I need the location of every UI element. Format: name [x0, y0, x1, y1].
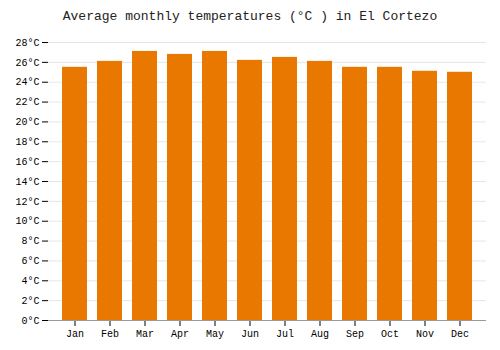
- svg-text:0°C: 0°C: [21, 316, 39, 327]
- svg-text:Apr: Apr: [171, 329, 189, 340]
- svg-text:16°C: 16°C: [15, 157, 39, 168]
- svg-text:10°C: 10°C: [15, 216, 39, 227]
- svg-text:4°C: 4°C: [21, 276, 39, 287]
- svg-text:Sep: Sep: [346, 329, 364, 340]
- svg-text:26°C: 26°C: [15, 58, 39, 69]
- svg-text:12°C: 12°C: [15, 197, 39, 208]
- svg-text:Jul: Jul: [276, 329, 294, 340]
- svg-text:18°C: 18°C: [15, 137, 39, 148]
- svg-text:22°C: 22°C: [15, 97, 39, 108]
- html-text:Average monthly temperatures (: Average monthly temperatures (°C ) in El…: [62, 9, 438, 24]
- svg-text:6°C: 6°C: [21, 256, 39, 267]
- svg-text:24°C: 24°C: [15, 77, 39, 88]
- svg-text:Jan: Jan: [66, 329, 84, 340]
- svg-text:28°C: 28°C: [15, 38, 39, 49]
- svg-text:Jun: Jun: [241, 329, 259, 340]
- svg-text:Nov: Nov: [416, 329, 434, 340]
- svg-text:8°C: 8°C: [21, 236, 39, 247]
- svg-text:Oct: Oct: [381, 329, 399, 340]
- svg-text:May: May: [206, 329, 224, 340]
- svg-text:Dec: Dec: [451, 329, 469, 340]
- svg-text:Feb: Feb: [101, 329, 119, 340]
- svg-text:14°C: 14°C: [15, 177, 39, 188]
- svg-text:Mar: Mar: [136, 329, 154, 340]
- svg-text:20°C: 20°C: [15, 117, 39, 128]
- svg-text:Aug: Aug: [311, 329, 329, 340]
- svg-text:2°C: 2°C: [21, 296, 39, 307]
